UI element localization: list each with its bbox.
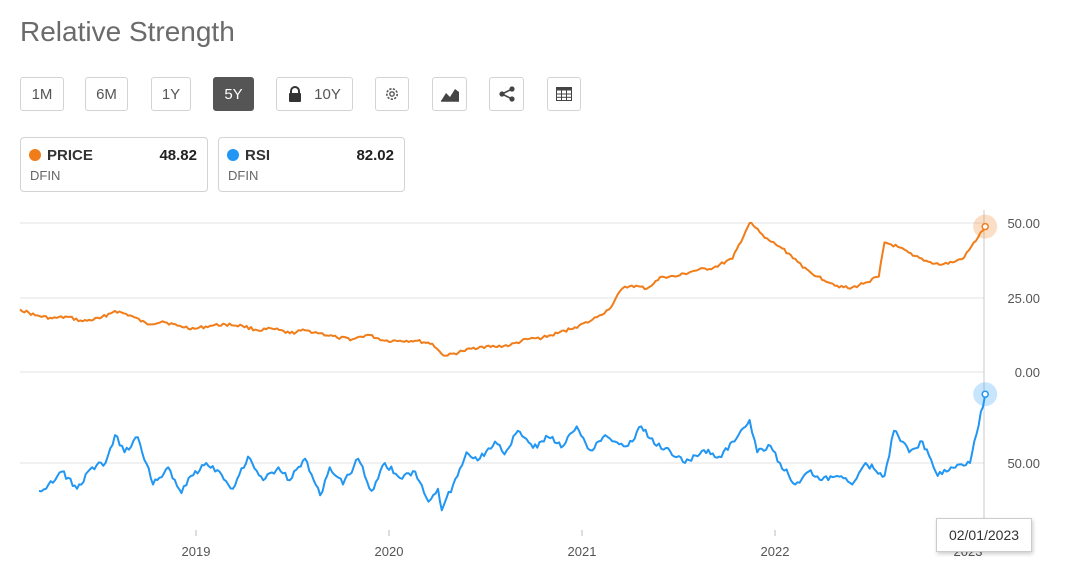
range-label: 6M [96, 85, 117, 103]
range-button-5y[interactable]: 5Y [213, 77, 254, 111]
gear-icon [386, 88, 398, 100]
x-tick-label: 2022 [761, 544, 790, 559]
chart-type-button[interactable] [432, 77, 467, 111]
range-label: 5Y [224, 85, 243, 103]
legend-symbol: DFIN [30, 168, 61, 183]
page-title: Relative Strength [20, 16, 235, 47]
date-tooltip: 02/01/2023 [936, 518, 1032, 552]
table-view-button[interactable] [547, 77, 581, 111]
rsi-end-point [981, 390, 989, 398]
tooltip-date: 02/01/2023 [948, 527, 1020, 543]
legend-name: PRICE [47, 147, 93, 164]
rsi-legend-dot [227, 149, 239, 161]
range-button-6m[interactable]: 6M [85, 77, 128, 111]
price-series-line [19, 222, 987, 357]
price-legend-dot [29, 149, 41, 161]
legend-symbol: DFIN [228, 168, 259, 183]
share-button[interactable] [489, 77, 524, 111]
range-button-1m[interactable]: 1M [20, 77, 64, 111]
range-button-10y[interactable]: 10Y [276, 77, 353, 111]
price-y-tick-label: 50.00 [1007, 216, 1040, 231]
x-tick-label: 2020 [375, 544, 404, 559]
legend-name: RSI [245, 147, 271, 164]
price-y-tick-label: 25.00 [1007, 291, 1040, 306]
rsi-y-tick-label: 50.00 [1007, 456, 1040, 471]
chart-type-icon [440, 89, 459, 102]
x-tick-label: 2019 [182, 544, 211, 559]
legend-value: 82.02 [356, 147, 394, 164]
table-icon [556, 87, 572, 101]
settings-button[interactable] [375, 77, 409, 111]
rsi-series-line [38, 394, 987, 512]
legend-card-rsi[interactable]: RSI 82.02 DFIN [218, 137, 405, 192]
price-end-point [981, 222, 989, 231]
price-y-tick-label: 0.00 [1015, 365, 1040, 380]
share-icon [498, 86, 515, 102]
lock-icon [289, 85, 302, 102]
legend-card-price[interactable]: PRICE 48.82 DFIN [20, 137, 208, 192]
range-button-1y[interactable]: 1Y [151, 77, 191, 111]
x-tick-label: 2021 [568, 544, 597, 559]
legend-value: 48.82 [159, 147, 197, 164]
range-label: 1M [31, 85, 53, 103]
range-label: 10Y [314, 85, 341, 103]
range-label: 1Y [161, 85, 181, 103]
